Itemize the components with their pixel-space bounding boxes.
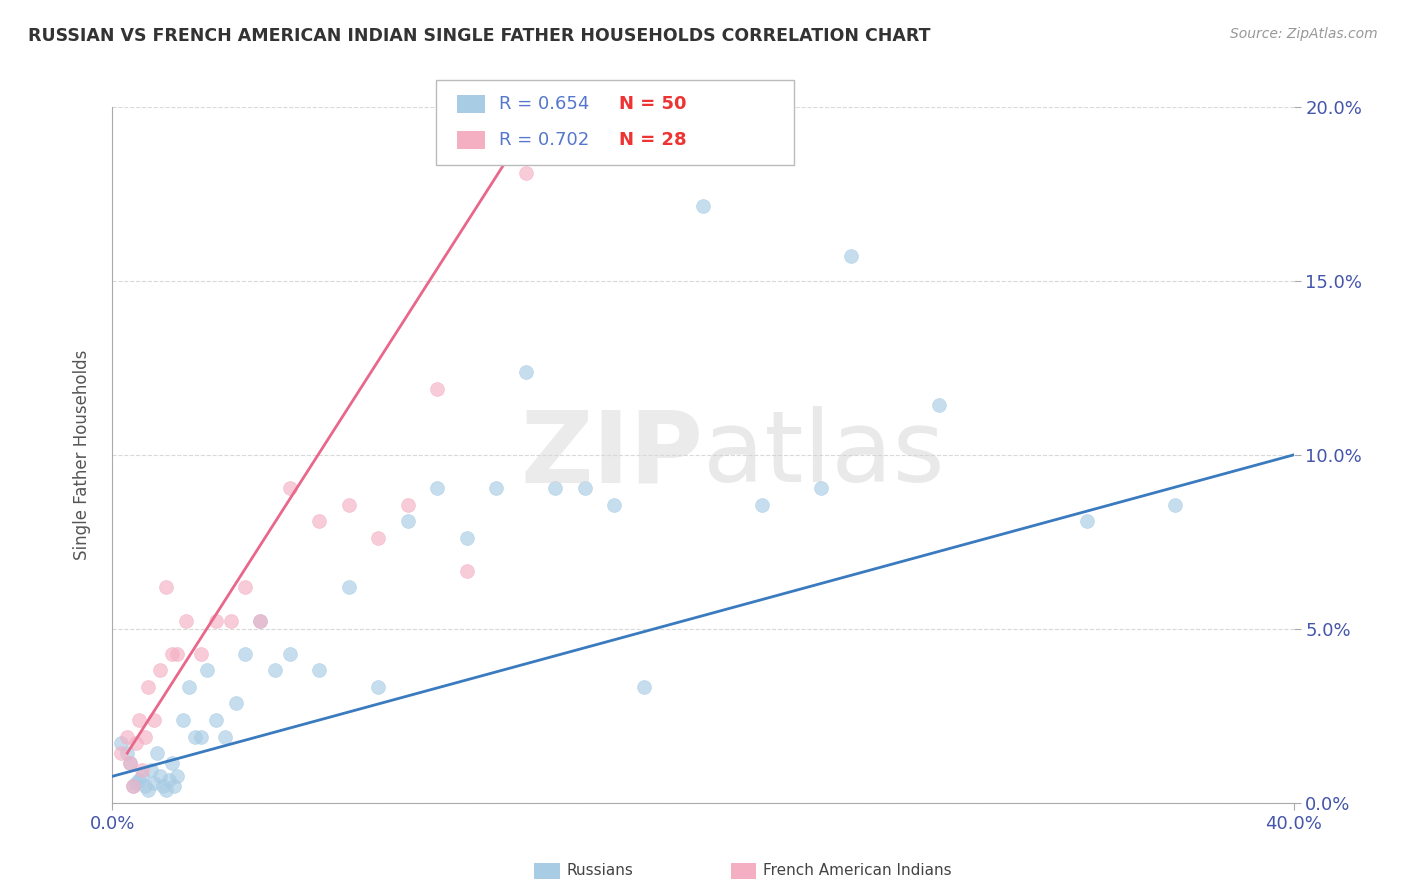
- Point: [110, 736, 132, 750]
- Point: [515, 166, 537, 180]
- Point: [120, 756, 142, 770]
- Text: RUSSIAN VS FRENCH AMERICAN INDIAN SINGLE FATHER HOUSEHOLDS CORRELATION CHART: RUSSIAN VS FRENCH AMERICAN INDIAN SINGLE…: [28, 27, 931, 45]
- Point: [633, 680, 655, 694]
- Point: [136, 680, 159, 694]
- Point: [278, 481, 301, 495]
- Point: [219, 614, 242, 628]
- Point: [160, 756, 183, 770]
- Point: [1076, 514, 1098, 528]
- Point: [134, 730, 156, 744]
- Point: [179, 680, 201, 694]
- Point: [278, 647, 301, 661]
- Point: [308, 514, 330, 528]
- Text: ZIP: ZIP: [520, 407, 703, 503]
- Text: atlas: atlas: [703, 407, 945, 503]
- Point: [128, 772, 150, 787]
- Point: [128, 713, 150, 727]
- Point: [367, 680, 389, 694]
- Point: [337, 581, 360, 595]
- Point: [1164, 498, 1187, 512]
- Point: [142, 776, 165, 790]
- Point: [163, 779, 186, 793]
- Text: N = 28: N = 28: [619, 131, 686, 149]
- Point: [131, 763, 153, 777]
- Point: [456, 531, 478, 545]
- Point: [155, 782, 177, 797]
- Point: [125, 776, 148, 790]
- Point: [149, 663, 172, 677]
- Point: [125, 736, 148, 750]
- Point: [122, 779, 145, 793]
- Text: N = 50: N = 50: [619, 95, 686, 113]
- Point: [134, 779, 156, 793]
- Point: [337, 498, 360, 512]
- Point: [110, 746, 132, 760]
- Point: [160, 647, 183, 661]
- Point: [396, 514, 419, 528]
- Point: [214, 730, 236, 744]
- Text: R = 0.702: R = 0.702: [499, 131, 606, 149]
- Point: [928, 398, 950, 412]
- Point: [152, 779, 174, 793]
- Point: [117, 730, 138, 744]
- Point: [166, 769, 188, 783]
- Point: [120, 756, 142, 770]
- Point: [225, 697, 247, 711]
- Point: [136, 782, 159, 797]
- Point: [205, 713, 228, 727]
- Point: [839, 249, 862, 263]
- Point: [456, 564, 478, 578]
- Point: [184, 730, 207, 744]
- Point: [172, 713, 194, 727]
- Point: [810, 481, 832, 495]
- Text: Source: ZipAtlas.com: Source: ZipAtlas.com: [1230, 27, 1378, 41]
- Point: [367, 531, 389, 545]
- Point: [146, 746, 169, 760]
- Point: [574, 481, 596, 495]
- Point: [190, 647, 212, 661]
- Point: [117, 746, 138, 760]
- Text: Russians: Russians: [567, 863, 634, 878]
- Point: [190, 730, 212, 744]
- Point: [515, 365, 537, 379]
- Point: [751, 498, 773, 512]
- Point: [139, 763, 162, 777]
- Point: [233, 581, 256, 595]
- Text: R = 0.654: R = 0.654: [499, 95, 607, 113]
- Point: [426, 382, 449, 396]
- Point: [249, 614, 271, 628]
- Point: [131, 769, 153, 783]
- Point: [195, 663, 218, 677]
- Point: [155, 581, 177, 595]
- Point: [166, 647, 188, 661]
- Point: [157, 772, 180, 787]
- Point: [142, 713, 165, 727]
- Point: [426, 481, 449, 495]
- Point: [396, 498, 419, 512]
- Point: [149, 769, 172, 783]
- Point: [174, 614, 197, 628]
- Point: [122, 779, 145, 793]
- Y-axis label: Single Father Households: Single Father Households: [73, 350, 91, 560]
- Point: [308, 663, 330, 677]
- Point: [264, 663, 287, 677]
- Point: [485, 481, 508, 495]
- Point: [205, 614, 228, 628]
- Text: French American Indians: French American Indians: [763, 863, 952, 878]
- Point: [249, 614, 271, 628]
- Point: [233, 647, 256, 661]
- Point: [544, 481, 567, 495]
- Point: [603, 498, 626, 512]
- Point: [692, 199, 714, 213]
